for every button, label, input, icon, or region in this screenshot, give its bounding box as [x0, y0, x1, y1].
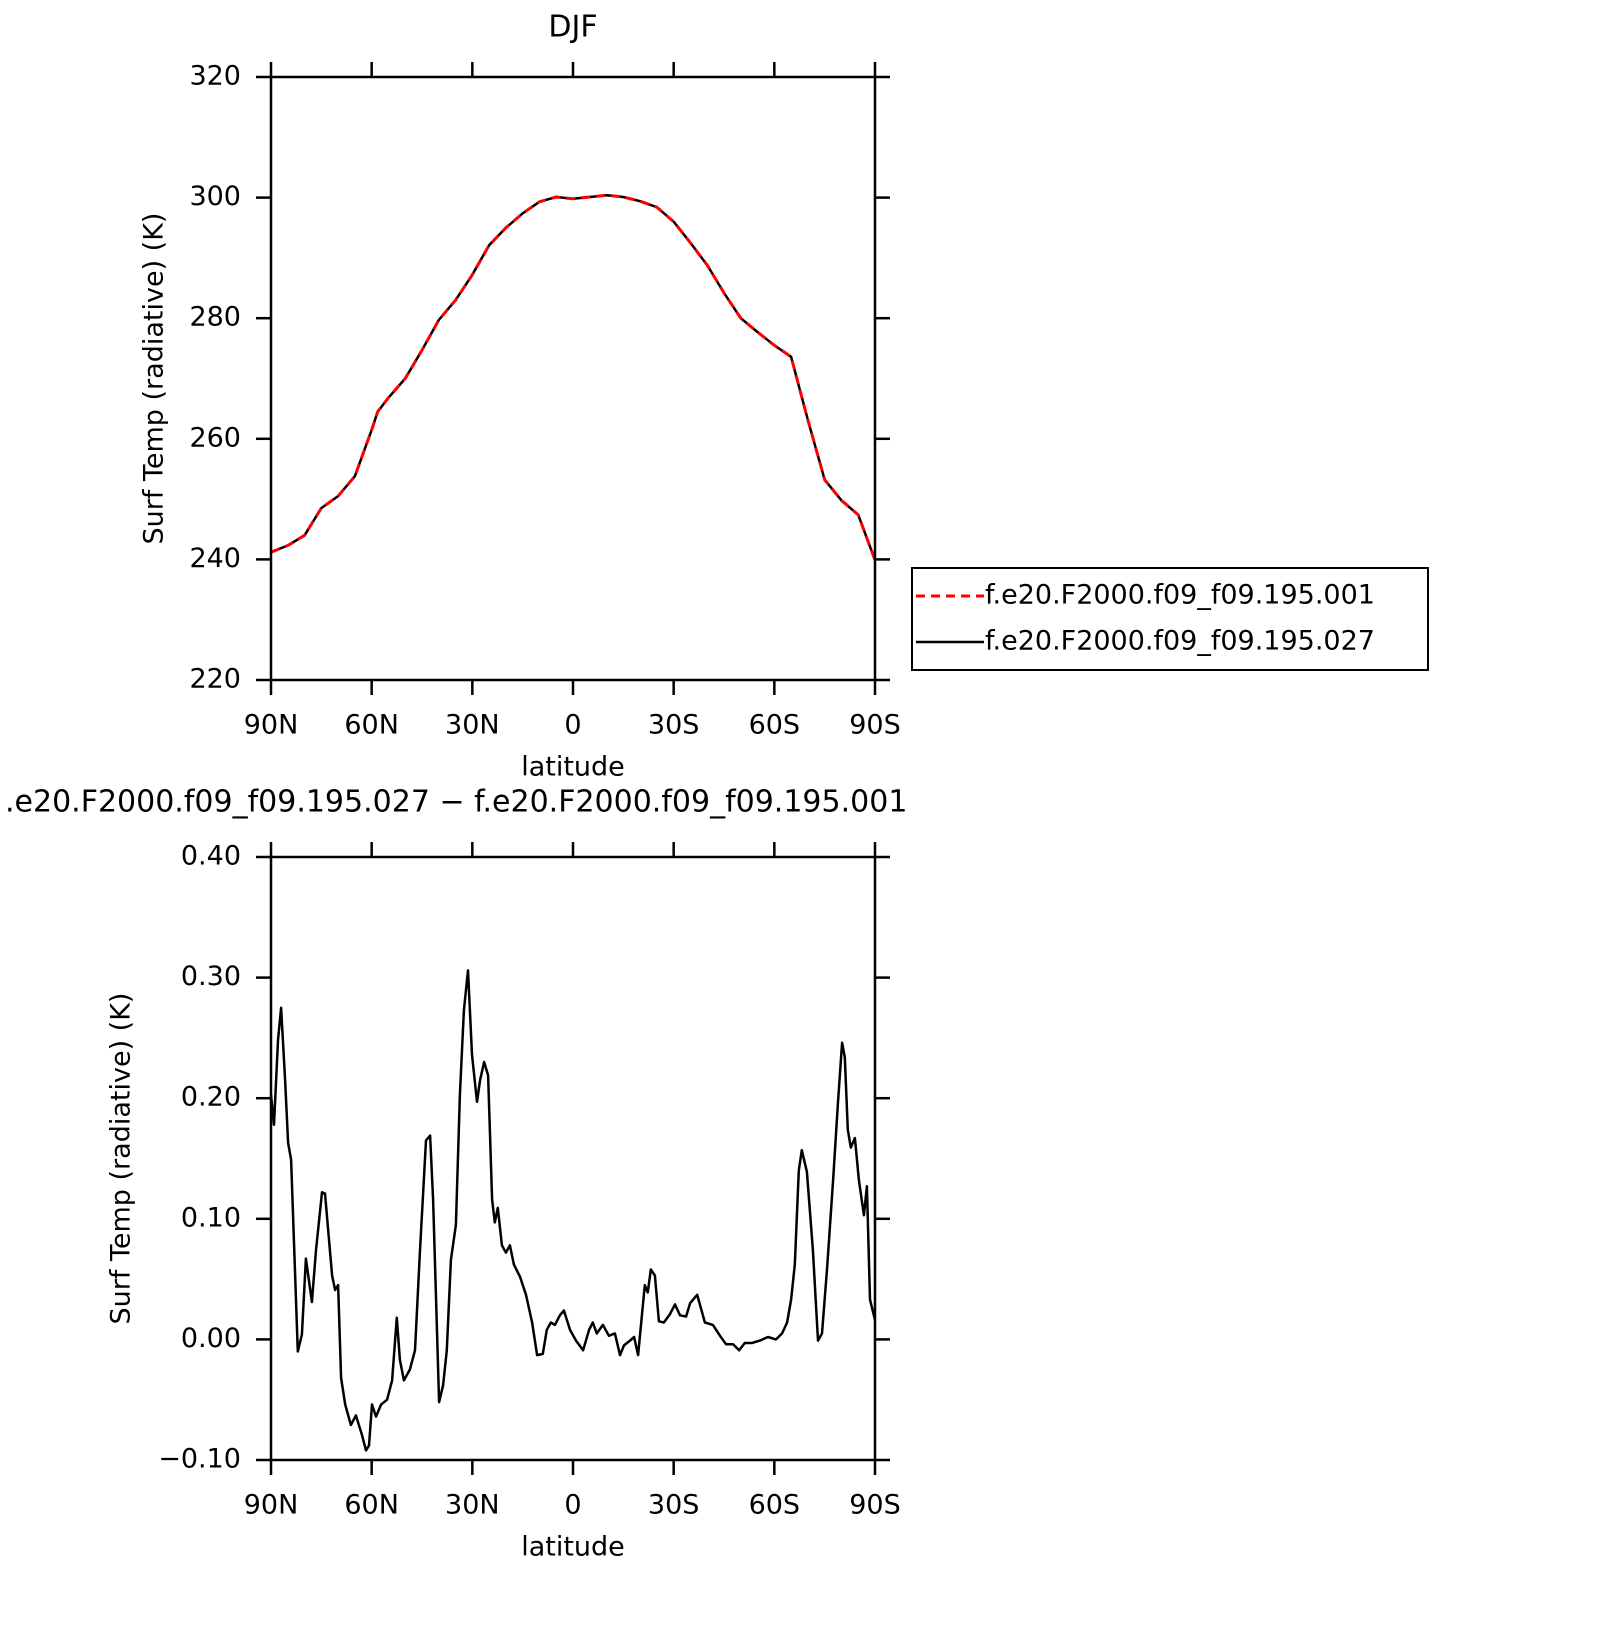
x-tick-label: 30N	[445, 710, 500, 741]
plot-frame	[269, 855, 877, 1462]
x-tick-label: 30N	[445, 1490, 500, 1521]
x-tick-label: 90N	[244, 710, 299, 741]
x-tick-label: 90N	[244, 1490, 299, 1521]
x-tick-label: 30S	[648, 1490, 700, 1521]
series-line	[270, 193, 877, 561]
y-tick-label: 0.10	[181, 1202, 241, 1233]
x-tick-label: 60S	[749, 710, 801, 741]
y-tick-label: 0.20	[181, 1082, 241, 1113]
x-tick-label: 0	[564, 710, 581, 741]
y-axis-label: Surf Temp (radiative) (K)	[139, 213, 170, 545]
series-line	[270, 193, 877, 561]
y-tick-label: −0.10	[158, 1444, 241, 1475]
y-tick-label: 0.30	[181, 961, 241, 992]
x-tick-label: 90S	[849, 1490, 901, 1521]
x-axis-label: latitude	[521, 1532, 625, 1563]
legend-label: f.e20.F2000.f09_f09.195.027	[985, 626, 1375, 657]
y-tick-label: 260	[189, 422, 241, 453]
x-tick-label: 60N	[344, 710, 399, 741]
y-tick-label: 280	[189, 302, 241, 333]
x-tick-label: 90S	[849, 710, 901, 741]
y-axis-label: Surf Temp (radiative) (K)	[106, 993, 137, 1325]
y-tick-label: 0.00	[181, 1323, 241, 1354]
x-tick-label: 0	[564, 1490, 581, 1521]
y-tick-label: 320	[189, 61, 241, 92]
legend-box	[911, 567, 1429, 671]
y-tick-label: 0.40	[181, 841, 241, 872]
chart-title: .e20.F2000.f09_f09.195.027 − f.e20.F2000…	[5, 785, 907, 820]
chart-title: DJF	[548, 10, 597, 45]
plot-frame	[269, 75, 877, 682]
series-line	[269, 969, 877, 1452]
y-tick-label: 220	[189, 664, 241, 695]
x-tick-label: 30S	[648, 710, 700, 741]
y-tick-label: 300	[189, 181, 241, 212]
x-tick-label: 60N	[344, 1490, 399, 1521]
x-axis-label: latitude	[521, 752, 625, 783]
x-tick-label: 60S	[749, 1490, 801, 1521]
legend-label: f.e20.F2000.f09_f09.195.001	[985, 580, 1375, 611]
y-tick-label: 240	[189, 543, 241, 574]
